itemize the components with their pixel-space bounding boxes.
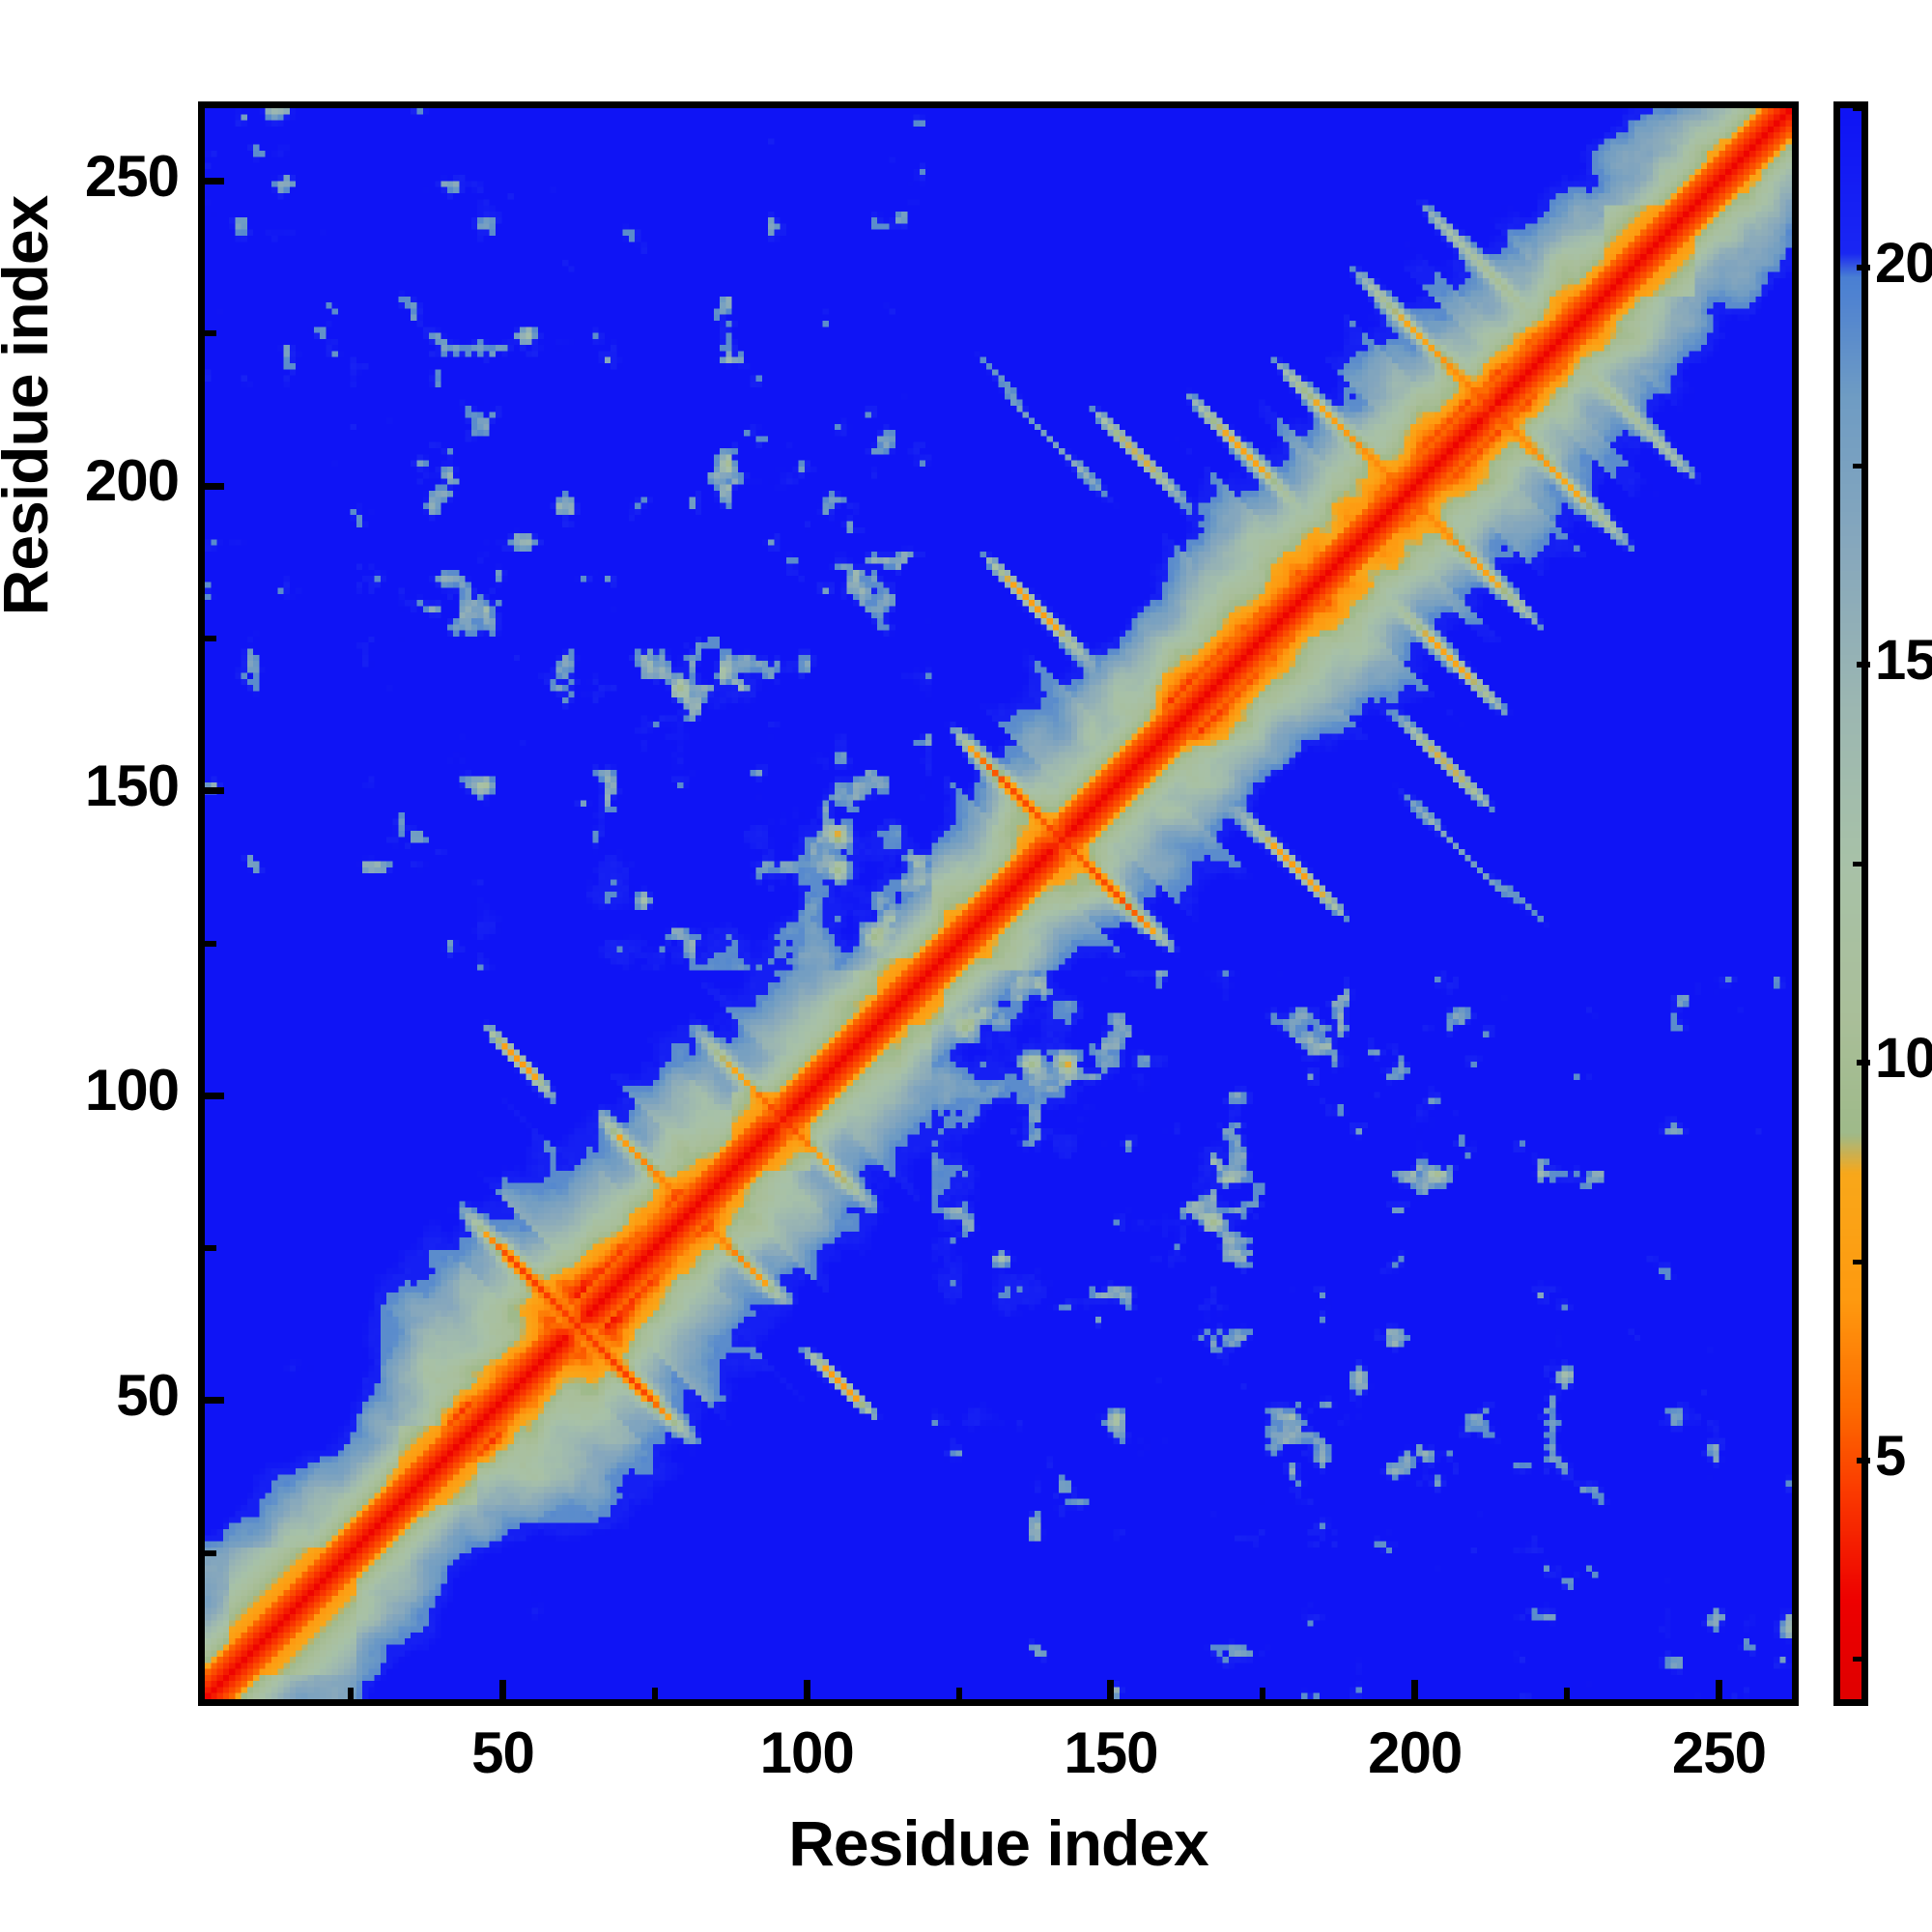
colorbar-minor-tick — [1853, 861, 1861, 867]
y-axis-label: Residue index — [0, 195, 61, 616]
x-axis-tick — [1107, 1680, 1115, 1699]
y-axis-tick-label: 250 — [84, 143, 180, 209]
colorbar-minor-tick — [1853, 1259, 1861, 1264]
colorbar-minor-tick — [1853, 464, 1861, 469]
x-axis-tick — [498, 1680, 506, 1699]
x-axis-tick-label: 250 — [1671, 1720, 1767, 1785]
x-axis-tick — [1715, 1680, 1722, 1699]
colorbar-minor-tick — [1853, 1657, 1861, 1662]
y-axis-tick — [205, 1397, 224, 1405]
y-axis-tick-label: 200 — [84, 448, 180, 514]
colorbar-gradient — [1840, 108, 1861, 1699]
y-axis-tick-label: 50 — [116, 1362, 180, 1428]
y-axis-tick — [205, 178, 224, 185]
colorbar-tick-label: 15 — [1875, 629, 1932, 693]
y-axis-tick — [205, 787, 224, 795]
x-axis-label: Residue index — [788, 1807, 1208, 1879]
colorbar-tick — [1857, 1457, 1870, 1463]
colorbar-tick-label: 10 — [1875, 1027, 1932, 1091]
y-axis-minor-tick — [205, 330, 216, 337]
x-axis-minor-tick — [1564, 1688, 1571, 1699]
x-axis-tick-label: 50 — [471, 1720, 535, 1785]
heatmap-plot-area — [198, 101, 1799, 1706]
x-axis-minor-tick — [651, 1688, 658, 1699]
x-axis-tick-label: 150 — [1064, 1720, 1158, 1785]
colorbar-tick — [1857, 264, 1870, 270]
x-axis-minor-tick — [955, 1688, 962, 1699]
colorbar — [1833, 101, 1868, 1706]
y-axis-minor-tick — [205, 940, 216, 947]
colorbar-tick-label: 20 — [1875, 231, 1932, 295]
colorbar-tick — [1857, 662, 1870, 668]
y-axis-tick — [205, 482, 224, 490]
y-axis-tick — [205, 1092, 224, 1099]
x-axis-tick — [803, 1680, 810, 1699]
x-axis-tick-label: 100 — [759, 1720, 855, 1785]
x-axis-minor-tick — [348, 1688, 355, 1699]
y-axis-minor-tick — [205, 1245, 216, 1252]
colorbar-tick — [1857, 1060, 1870, 1066]
y-axis-minor-tick — [205, 636, 216, 641]
y-axis-tick-label: 100 — [84, 1058, 180, 1123]
x-axis-tick-label: 200 — [1368, 1720, 1463, 1785]
colorbar-minor-tick — [1853, 105, 1861, 111]
colorbar-tick-label: 5 — [1875, 1424, 1906, 1488]
x-axis-minor-tick — [1260, 1688, 1266, 1699]
y-axis-minor-tick — [205, 1549, 216, 1556]
x-axis-tick — [1411, 1680, 1419, 1699]
distance-matrix-heatmap — [205, 108, 1792, 1699]
y-axis-tick-label: 150 — [84, 753, 180, 818]
